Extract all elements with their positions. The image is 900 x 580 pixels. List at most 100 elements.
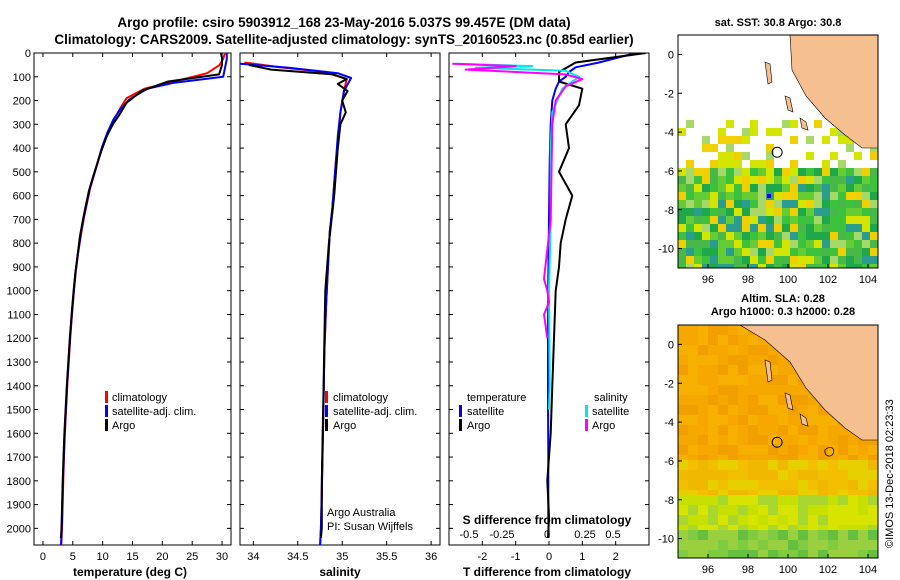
sst-cell	[854, 184, 862, 192]
sst-cell	[822, 160, 830, 168]
sla-cell	[788, 530, 798, 540]
sla-cell	[798, 480, 808, 490]
sla-cell	[758, 415, 768, 425]
sla-cell	[698, 345, 708, 355]
sst-cell	[758, 160, 766, 168]
sst-cell	[766, 248, 774, 256]
sst-cell	[854, 200, 862, 208]
sla-cell	[738, 515, 748, 525]
sst-cell	[870, 176, 878, 184]
temperature-xlabel: temperature (deg C)	[73, 565, 187, 579]
sst-cell	[750, 200, 758, 208]
difference-series	[452, 53, 646, 538]
sla-cell	[748, 415, 758, 425]
sla-map-ticks: 96 98 100 102 104 0 -2 -4 -6 -8 -10	[658, 339, 877, 576]
legend-mark-satellite	[105, 405, 108, 417]
sst-cell	[838, 256, 846, 264]
sst-cell	[758, 176, 766, 184]
sla-cell	[718, 355, 728, 365]
sst-cell	[806, 152, 814, 160]
sst-cell	[766, 216, 774, 224]
depth-tick-label: 1700	[7, 452, 31, 464]
sst-cell	[814, 176, 822, 184]
sla-cell	[758, 540, 768, 550]
depth-tick-label: 600	[13, 191, 31, 203]
sla-cell	[718, 505, 728, 515]
sst-cell	[846, 176, 854, 184]
sst-cell	[814, 224, 822, 232]
x-tick-label: 5	[70, 551, 76, 563]
sla-map-field	[678, 325, 878, 558]
legend-mark-argo	[105, 419, 108, 431]
depth-tick-label: 1600	[7, 428, 31, 440]
legend-mark-t-satellite	[459, 405, 462, 417]
sla-cell	[798, 460, 808, 470]
sla-cell	[698, 435, 708, 445]
sst-map-title: sat. SST: 30.8 Argo: 30.8	[715, 17, 842, 29]
x-tick-label: 2	[613, 551, 619, 563]
sla-cell	[758, 365, 768, 375]
sla-cell	[868, 505, 878, 515]
sst-cell	[678, 200, 686, 208]
sst-cell	[702, 232, 710, 240]
sla-cell	[808, 415, 818, 425]
sst-cell	[734, 192, 742, 200]
legend-label-s-satellite: satellite	[592, 406, 629, 418]
sla-cell	[798, 385, 808, 395]
sst-cell	[846, 144, 854, 152]
sst-cell	[814, 200, 822, 208]
sla-cell	[798, 495, 808, 505]
series-line-satellite-adj-clim-	[59, 53, 228, 545]
sst-cell	[822, 256, 830, 264]
sla-cell	[708, 365, 718, 375]
depth-tick-label: 500	[13, 167, 31, 179]
series-line-argo	[248, 63, 349, 538]
sst-cell	[774, 224, 782, 232]
sst-cell	[830, 168, 838, 176]
sst-cell	[862, 216, 870, 224]
sst-cell	[822, 176, 830, 184]
sst-cell	[726, 208, 734, 216]
sla-cell	[808, 505, 818, 515]
sla-cell	[868, 530, 878, 540]
sla-cell	[708, 405, 718, 415]
sla-cell	[738, 385, 748, 395]
depth-tick-label: 1300	[7, 357, 31, 369]
sla-cell	[678, 425, 688, 435]
sst-cell	[838, 208, 846, 216]
sla-cell	[728, 495, 738, 505]
legend-mark-t-argo	[459, 419, 462, 431]
sla-cell	[688, 445, 698, 455]
salinity-difference-label: S difference from climatology	[463, 513, 632, 527]
sla-cell	[778, 375, 788, 385]
sst-cell	[822, 232, 830, 240]
sla-cell	[818, 405, 828, 415]
sst-cell	[710, 184, 718, 192]
sla-cell	[758, 405, 768, 415]
sla-cell	[678, 515, 688, 525]
sst-cell	[758, 192, 766, 200]
sst-cell	[846, 240, 854, 248]
sst-cell	[846, 256, 854, 264]
sla-cell	[838, 550, 848, 558]
sla-cell	[748, 495, 758, 505]
sst-cell	[742, 176, 750, 184]
sst-cell	[766, 168, 774, 176]
sst-cell	[782, 120, 790, 128]
sla-cell	[738, 505, 748, 515]
sla-cell	[748, 515, 758, 525]
sla-cell	[838, 425, 848, 435]
sla-cell	[678, 530, 688, 540]
sla-cell	[758, 530, 768, 540]
sst-cell	[710, 256, 718, 264]
depth-tick-label: 800	[13, 238, 31, 250]
sst-cell	[774, 264, 782, 268]
sla-cell	[758, 445, 768, 455]
sst-cell	[702, 208, 710, 216]
sst-cell	[694, 264, 702, 268]
x-tick-label: 1	[579, 551, 585, 563]
sla-cell	[718, 335, 728, 345]
sst-cell	[830, 256, 838, 264]
sst-cell	[766, 128, 774, 136]
sst-cell	[726, 120, 734, 128]
